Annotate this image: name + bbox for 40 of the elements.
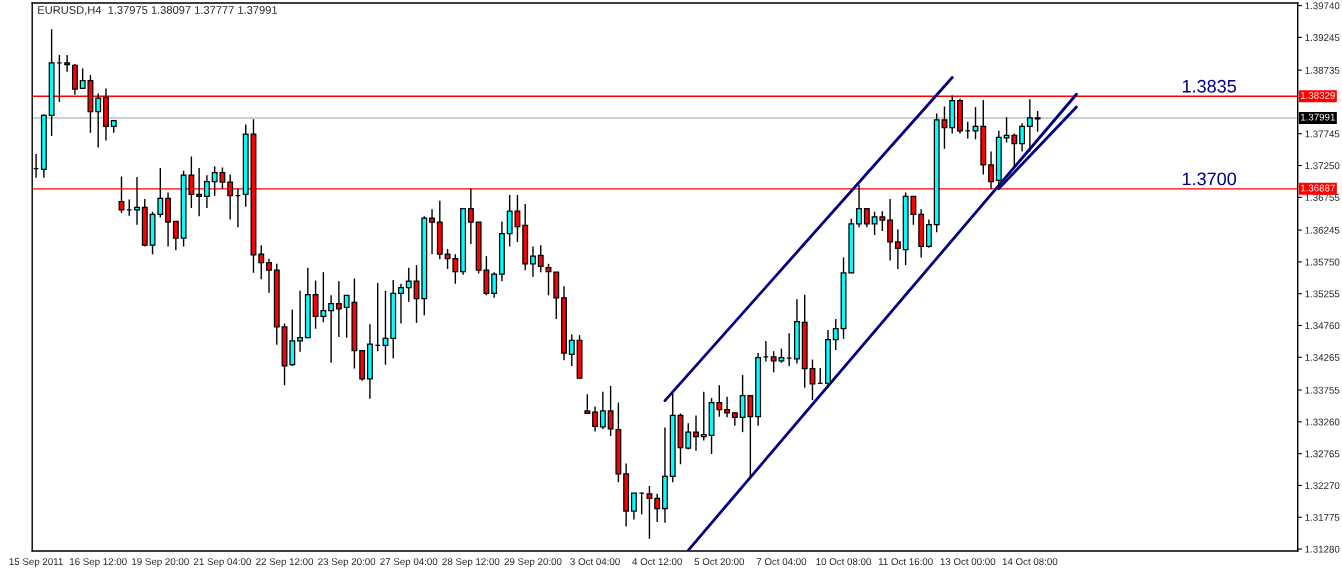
- x-tick-label: 10 Oct 08:00: [816, 558, 871, 566]
- x-tick-label: 29 Sep 20:00: [504, 558, 562, 567]
- y-tick-label: 1.35255: [1305, 290, 1340, 298]
- x-tick-label: 27 Sep 04:00: [380, 558, 438, 567]
- x-tick-label: 7 Oct 04:00: [756, 558, 807, 566]
- x-tick-label: 19 Sep 20:00: [132, 558, 189, 567]
- x-tick-label: 16 Sep 12:00: [70, 558, 127, 567]
- x-tick-label: 14 Oct 08:00: [1002, 558, 1058, 566]
- y-tick-label: 1.31280: [1305, 545, 1340, 553]
- x-tick-label: 4 Oct 12:00: [632, 558, 682, 566]
- x-tick-label: 13 Oct 00:00: [940, 558, 996, 566]
- x-tick-label: 28 Sep 12:00: [442, 558, 500, 567]
- y-tick-label: 1.33755: [1305, 386, 1340, 394]
- y-tick-label: 1.33260: [1305, 418, 1340, 426]
- y-tick-label: 1.32765: [1305, 450, 1340, 458]
- y-tick-label: 1.36245: [1305, 226, 1340, 234]
- y-tick-label: 1.32270: [1305, 482, 1340, 490]
- x-tick-label: 21 Sep 04:00: [193, 558, 251, 567]
- annotation: 1.3835: [1182, 79, 1236, 93]
- x-tick-label: 15 Sep 2011: [9, 558, 63, 567]
- y-tick-label: 1.34760: [1305, 322, 1340, 330]
- y-tick-label: 1.39740: [1305, 2, 1340, 10]
- x-tick-label: 22 Sep 12:00: [256, 558, 314, 567]
- ref-line-label: 1.36887: [1300, 184, 1335, 192]
- y-tick-label: 1.37250: [1305, 162, 1340, 170]
- y-tick-label: 1.31775: [1305, 513, 1340, 521]
- annotation: 1.3700: [1182, 172, 1237, 186]
- y-tick-label: 1.37745: [1305, 130, 1340, 138]
- chart-title: EURUSD,H4 1.37975 1.38097 1.37777 1.37991: [38, 6, 278, 16]
- x-tick-label: 23 Sep 20:00: [318, 558, 376, 567]
- ref-line-label: 1.37991: [1300, 113, 1335, 121]
- y-tick-label: 1.38735: [1305, 66, 1340, 74]
- y-tick-label: 1.34265: [1305, 354, 1340, 361]
- x-tick-label: 3 Oct 04:00: [570, 558, 620, 566]
- x-tick-label: 11 Oct 16:00: [878, 558, 933, 566]
- x-tick-label: 5 Oct 20:00: [694, 558, 745, 566]
- y-tick-label: 1.35750: [1305, 258, 1340, 266]
- ref-line-label: 1.38329: [1300, 91, 1335, 99]
- y-tick-label: 1.36755: [1305, 194, 1340, 201]
- y-tick-label: 1.39245: [1305, 34, 1340, 41]
